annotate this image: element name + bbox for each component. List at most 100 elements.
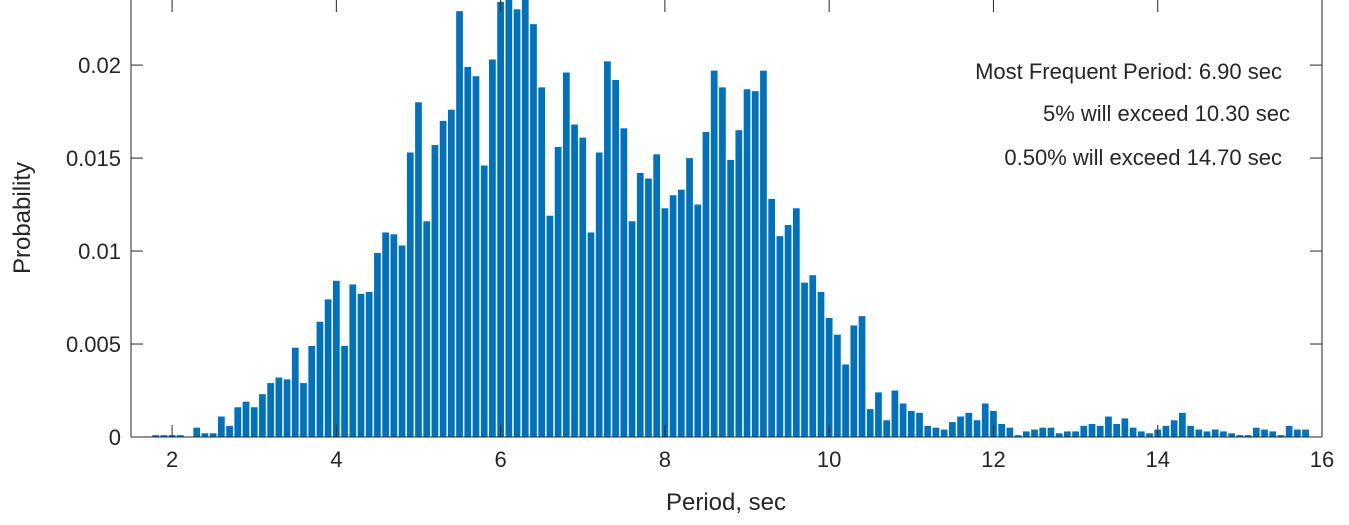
histogram-bar [1031, 429, 1038, 437]
histogram-bar [1137, 431, 1145, 437]
histogram-bar [1236, 435, 1244, 437]
histogram-bar [1006, 427, 1014, 437]
histogram-bar [1187, 425, 1194, 437]
histogram-bar [1072, 431, 1079, 437]
histogram-bar [217, 416, 225, 437]
histogram-bar [1121, 418, 1129, 437]
histogram-bar [719, 87, 726, 438]
histogram-bar [390, 234, 398, 437]
histogram-bar [1064, 431, 1071, 437]
histogram-bar [932, 427, 940, 437]
histogram-bar [1261, 429, 1268, 437]
histogram-bar [710, 70, 718, 437]
histogram-bar [924, 425, 932, 437]
histogram-bar [842, 364, 849, 437]
y-axis-label: Probability [9, 162, 36, 274]
histogram-bar [267, 383, 275, 437]
histogram-bar [431, 145, 439, 438]
x-tick-label: 14 [1145, 447, 1169, 472]
histogram-bar [365, 291, 373, 437]
histogram-bar [406, 152, 414, 438]
histogram-bar [677, 189, 685, 437]
histogram-bar [702, 132, 710, 437]
histogram-bar [973, 420, 981, 437]
histogram-bar [447, 109, 455, 438]
histogram-bar [489, 59, 496, 437]
histogram-bar [571, 124, 578, 437]
histogram-bar [760, 70, 767, 437]
histogram-bar [1105, 416, 1112, 437]
histogram-bar [579, 137, 587, 438]
histogram-bar [907, 410, 915, 437]
histogram-bar [858, 316, 866, 437]
histogram-bar [587, 232, 595, 437]
histogram-bar [456, 11, 463, 437]
x-tick-label: 16 [1310, 447, 1334, 472]
histogram-bar [1203, 431, 1211, 437]
histogram-bar [817, 291, 825, 437]
histogram-bar [751, 91, 759, 438]
histogram-bar [686, 158, 693, 437]
histogram-bar [743, 89, 751, 437]
histogram-bar [300, 383, 307, 437]
histogram-bar [160, 435, 168, 437]
histogram-bar [308, 345, 316, 437]
histogram-bar [349, 284, 357, 437]
histogram-bar [439, 120, 447, 438]
histogram-bar [1302, 429, 1309, 437]
x-tick-label: 8 [659, 447, 671, 472]
histogram-bar [1252, 427, 1260, 437]
histogram-bar [899, 403, 907, 437]
histogram-bar [283, 379, 291, 437]
histogram-bar [521, 0, 529, 437]
histogram-bar [940, 429, 948, 437]
histogram-bar [981, 403, 989, 437]
histogram-bar [1244, 435, 1252, 437]
histogram-bar [1211, 429, 1219, 437]
histogram-bar [949, 422, 956, 437]
histogram-bar [415, 102, 422, 437]
histogram-bar [1088, 423, 1096, 437]
histogram-bar [620, 128, 628, 437]
histogram-bar [850, 325, 858, 437]
histogram-bar [595, 152, 603, 438]
histogram-bar [480, 165, 488, 437]
histogram-bar [776, 236, 784, 437]
histogram-bar [801, 282, 808, 437]
x-axis-label: Period, sec [666, 489, 786, 516]
histogram-bar [341, 345, 348, 437]
histogram-bar [554, 146, 562, 437]
histogram-bar [291, 347, 299, 437]
histogram-bar [538, 87, 546, 438]
histogram-bar [965, 412, 973, 437]
histogram-bar [636, 172, 644, 437]
histogram-bar [1170, 420, 1178, 437]
histogram-bar [809, 275, 817, 437]
histogram-bar [513, 9, 521, 438]
histogram-bar [1179, 412, 1186, 437]
histogram-bar [324, 299, 332, 437]
y-tick-label: 0.015 [66, 146, 121, 171]
histogram-bar [316, 321, 324, 437]
histogram-bar [768, 198, 776, 437]
histogram-bar [259, 394, 266, 437]
histogram-bar [176, 435, 184, 437]
histogram-bar [193, 427, 201, 437]
histogram-bar [834, 334, 841, 437]
histogram-bar [1285, 425, 1293, 437]
histogram-bar [374, 252, 381, 437]
y-tick-label: 0.01 [78, 239, 121, 264]
x-tick-label: 6 [494, 447, 506, 472]
histogram-bar [382, 232, 389, 437]
histogram-bar [226, 425, 233, 437]
axes-group [130, 0, 1323, 438]
histogram-bar [735, 130, 743, 438]
y-tick-label: 0 [109, 425, 121, 450]
y-tick-label: 0.02 [78, 53, 121, 78]
histogram-bar [505, 0, 513, 437]
histogram-bar [998, 423, 1006, 437]
histogram-bar [1113, 423, 1121, 437]
x-tick-label: 10 [817, 447, 841, 472]
histogram-bar [1195, 429, 1203, 437]
